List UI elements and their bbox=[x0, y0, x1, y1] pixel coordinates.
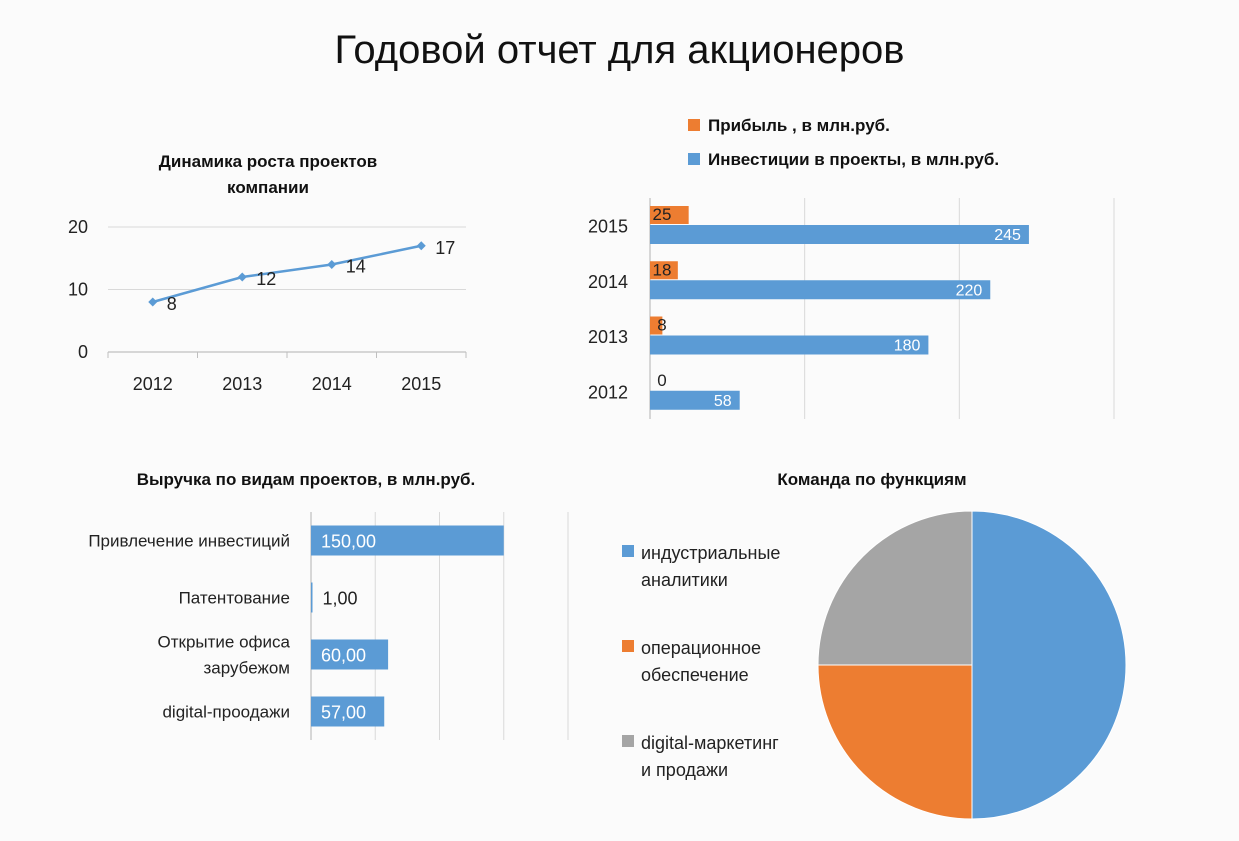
y-tick-label: 2015 bbox=[588, 217, 628, 237]
data-label: 17 bbox=[435, 238, 455, 258]
y-tick-label: 2013 bbox=[588, 327, 628, 347]
page-title: Годовой отчет для акционеров bbox=[334, 28, 905, 72]
category-label: Привлечение инвестиций bbox=[88, 532, 290, 551]
line-chart-title: компании bbox=[227, 178, 309, 197]
legend-label: digital-маркетинг bbox=[641, 733, 779, 753]
bar-value-label: 220 bbox=[956, 282, 983, 299]
bar-value-label: 150,00 bbox=[321, 532, 376, 552]
series-line bbox=[152, 244, 422, 304]
data-point bbox=[237, 272, 247, 282]
y-tick-label: 20 bbox=[68, 217, 88, 237]
x-tick-label: 2012 bbox=[133, 374, 173, 394]
legend-label: индустриальные bbox=[641, 543, 780, 563]
bar-investment bbox=[650, 335, 929, 355]
legend-label: и продажи bbox=[641, 760, 728, 780]
revenue-bar-chart bbox=[310, 512, 569, 740]
bar-investment bbox=[650, 225, 1029, 244]
bar-value-label: 180 bbox=[894, 338, 921, 355]
bar-profit bbox=[650, 261, 678, 280]
legend-label: операционное bbox=[641, 638, 761, 658]
legend-label: Инвестиции в проекты, в млн.руб. bbox=[708, 150, 999, 169]
y-tick-label: 0 bbox=[78, 342, 88, 362]
bar-investment bbox=[650, 280, 991, 300]
y-tick-label: 10 bbox=[68, 280, 88, 300]
legend-label: аналитики bbox=[641, 570, 728, 590]
y-tick-label: 2014 bbox=[588, 272, 628, 292]
bar-value-label: 245 bbox=[994, 227, 1021, 244]
data-label: 8 bbox=[167, 294, 177, 314]
x-tick-label: 2013 bbox=[222, 374, 262, 394]
pie-slice bbox=[971, 510, 1127, 820]
category-label: зарубежом bbox=[203, 659, 290, 678]
bar-value-label: 18 bbox=[653, 260, 672, 279]
pie-chart bbox=[622, 510, 1127, 820]
legend-swatch bbox=[622, 640, 634, 652]
y-tick-label: 2012 bbox=[588, 382, 628, 402]
pie-slice bbox=[817, 664, 973, 820]
legend-label: Прибыль , в млн.руб. bbox=[708, 116, 890, 135]
bar-value-label: 60,00 bbox=[321, 646, 366, 666]
legend-swatch bbox=[622, 545, 634, 557]
data-point bbox=[416, 241, 426, 251]
revenue-chart-title: Выручка по видам проектов, в млн.руб. bbox=[137, 470, 476, 489]
bar-value-label: 8 bbox=[657, 316, 666, 335]
category-label: Открытие офиса bbox=[158, 633, 291, 652]
pie-slice bbox=[817, 510, 973, 666]
bar bbox=[311, 582, 313, 613]
bar-value-label: 57,00 bbox=[321, 703, 366, 723]
category-label: digital-проодажи bbox=[162, 703, 290, 722]
bar bbox=[311, 639, 389, 670]
data-label: 14 bbox=[346, 257, 366, 277]
bar-value-label: 1,00 bbox=[323, 589, 358, 609]
legend-swatch bbox=[688, 153, 700, 165]
legend-swatch bbox=[622, 735, 634, 747]
pie-chart-title: Команда по функциям bbox=[777, 470, 966, 489]
bar bbox=[311, 696, 385, 727]
bar-profit bbox=[650, 316, 663, 335]
x-tick-label: 2014 bbox=[312, 374, 352, 394]
data-label: 12 bbox=[256, 269, 276, 289]
data-point bbox=[327, 260, 337, 269]
bar-value-label: 0 bbox=[657, 371, 666, 390]
bar-value-label: 58 bbox=[714, 393, 732, 410]
bar-investment bbox=[650, 390, 740, 410]
category-label: Патентование bbox=[179, 589, 290, 608]
legend-label: обеспечение bbox=[641, 665, 749, 685]
bar bbox=[311, 525, 504, 556]
bar-profit bbox=[650, 206, 689, 224]
investment-bar-chart bbox=[649, 119, 1115, 419]
data-point bbox=[148, 297, 158, 307]
bar-value-label: 25 bbox=[653, 205, 672, 224]
x-tick-label: 2015 bbox=[401, 374, 441, 394]
line-chart-title: Динамика роста проектов bbox=[159, 152, 377, 171]
legend-swatch bbox=[688, 119, 700, 131]
line-chart bbox=[107, 226, 467, 358]
